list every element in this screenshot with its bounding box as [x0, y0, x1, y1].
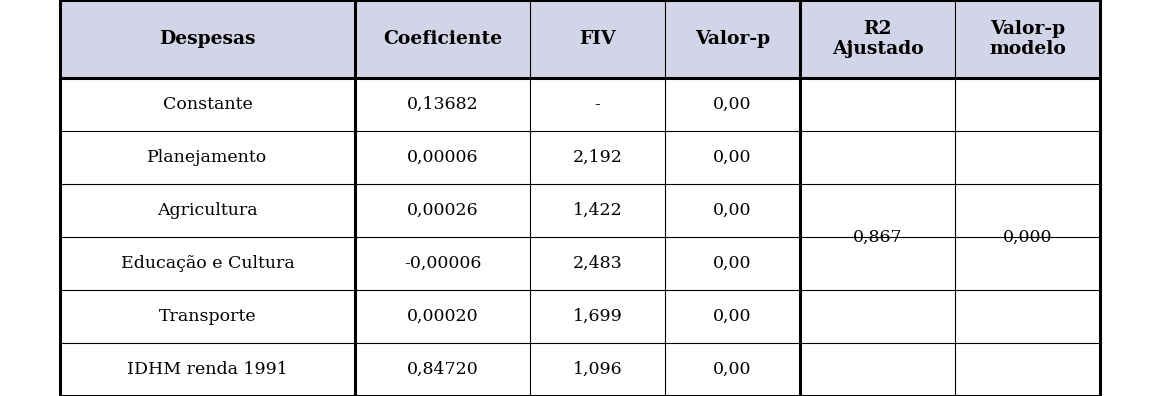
Bar: [955, 131, 1100, 184]
Text: 0,00: 0,00: [713, 308, 752, 325]
Text: Valor-p
modelo: Valor-p modelo: [989, 19, 1066, 58]
Bar: [355, 78, 530, 131]
Text: 1,699: 1,699: [573, 308, 623, 325]
Bar: [355, 290, 530, 343]
Text: 0,00026: 0,00026: [407, 202, 478, 219]
Text: 1,096: 1,096: [573, 361, 622, 378]
Text: 2,483: 2,483: [573, 255, 623, 272]
Bar: [60, 131, 355, 184]
Bar: [800, 0, 955, 78]
Bar: [530, 343, 665, 396]
Bar: [530, 0, 665, 78]
Text: 0,84720: 0,84720: [407, 361, 478, 378]
Bar: [355, 131, 530, 184]
Text: 0,13682: 0,13682: [407, 96, 478, 113]
Bar: [800, 78, 955, 396]
Bar: [665, 290, 800, 343]
Text: 0,00020: 0,00020: [407, 308, 478, 325]
Text: Despesas: Despesas: [159, 30, 255, 48]
Bar: [800, 78, 955, 131]
Bar: [530, 131, 665, 184]
Bar: [665, 184, 800, 237]
Text: IDHM renda 1991: IDHM renda 1991: [128, 361, 288, 378]
Bar: [955, 290, 1100, 343]
Text: 0,00: 0,00: [713, 96, 752, 113]
Text: -: -: [595, 96, 601, 113]
Text: 0,00: 0,00: [713, 149, 752, 166]
Text: 0,00006: 0,00006: [407, 149, 478, 166]
Bar: [665, 78, 800, 131]
Bar: [955, 78, 1100, 131]
Bar: [60, 0, 355, 78]
Bar: [955, 343, 1100, 396]
Bar: [955, 78, 1100, 396]
Bar: [665, 0, 800, 78]
Text: Agricultura: Agricultura: [158, 202, 258, 219]
Text: 0,00: 0,00: [713, 202, 752, 219]
Text: 1,422: 1,422: [573, 202, 623, 219]
Bar: [800, 237, 955, 290]
Bar: [955, 0, 1100, 78]
Text: 0,000: 0,000: [1002, 228, 1052, 246]
Bar: [355, 343, 530, 396]
Bar: [955, 237, 1100, 290]
Bar: [530, 184, 665, 237]
Bar: [60, 184, 355, 237]
Text: 0,00: 0,00: [713, 361, 752, 378]
Bar: [800, 131, 955, 184]
Bar: [955, 184, 1100, 237]
Bar: [665, 237, 800, 290]
Text: Planejamento: Planejamento: [147, 149, 268, 166]
Text: Valor-p: Valor-p: [695, 30, 770, 48]
Text: Coeficiente: Coeficiente: [383, 30, 502, 48]
Bar: [60, 78, 355, 131]
Text: Constante: Constante: [162, 96, 253, 113]
Text: R2
Ajustado: R2 Ajustado: [832, 19, 923, 58]
Bar: [60, 290, 355, 343]
Text: -0,00006: -0,00006: [404, 255, 481, 272]
Bar: [60, 237, 355, 290]
Bar: [530, 78, 665, 131]
Text: Educação e Cultura: Educação e Cultura: [121, 255, 295, 272]
Bar: [665, 131, 800, 184]
Bar: [530, 290, 665, 343]
Text: 2,192: 2,192: [573, 149, 623, 166]
Bar: [665, 343, 800, 396]
Bar: [60, 343, 355, 396]
Bar: [800, 290, 955, 343]
Bar: [355, 184, 530, 237]
Text: FIV: FIV: [579, 30, 616, 48]
Text: Transporte: Transporte: [159, 308, 256, 325]
Bar: [800, 184, 955, 237]
Bar: [530, 237, 665, 290]
Text: 0,00: 0,00: [713, 255, 752, 272]
Bar: [800, 343, 955, 396]
Bar: [355, 237, 530, 290]
Bar: [355, 0, 530, 78]
Bar: [60, 0, 1100, 396]
Text: 0,867: 0,867: [853, 228, 902, 246]
